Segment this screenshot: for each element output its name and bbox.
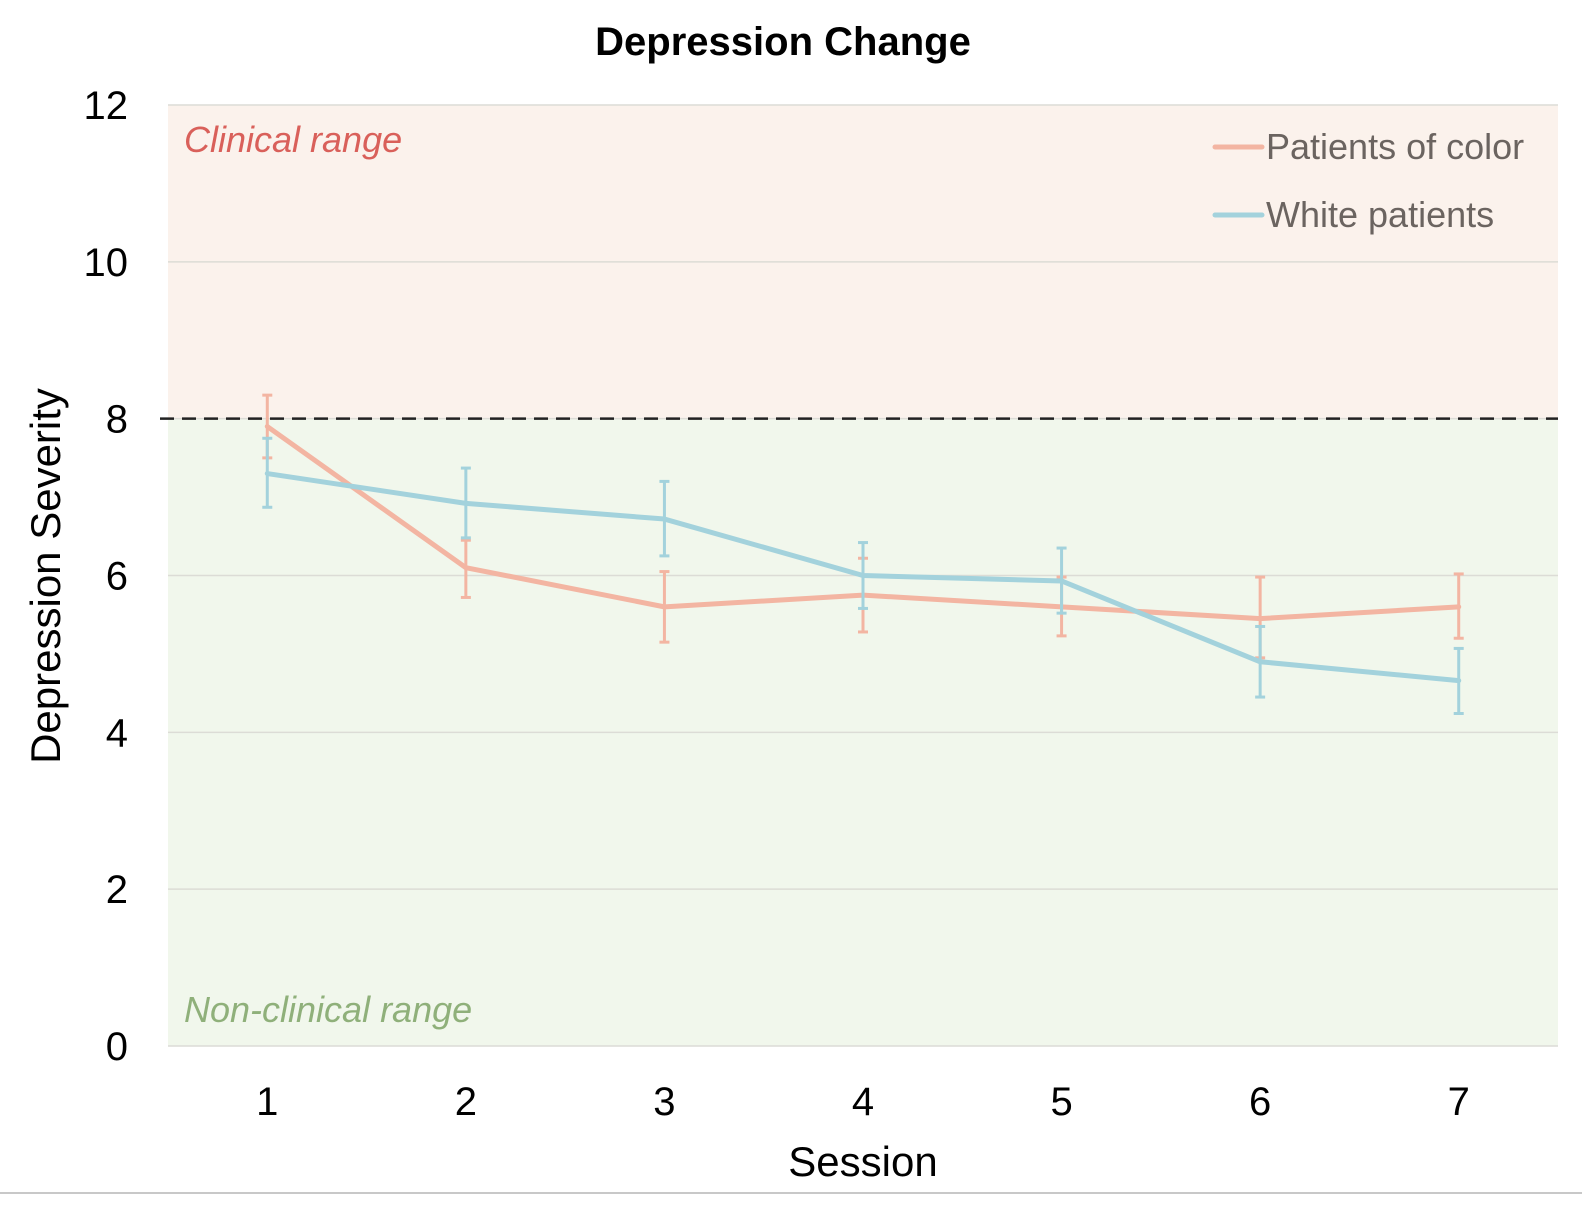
nonclinical-range-label: Non-clinical range <box>184 989 472 1030</box>
x-tick-label: 4 <box>852 1080 874 1124</box>
series-line <box>264 471 1462 684</box>
x-tick-label: 6 <box>1249 1080 1271 1124</box>
x-tick-label: 3 <box>653 1080 675 1124</box>
legend-label: Patients of color <box>1266 126 1524 167</box>
series-layer <box>262 393 1464 716</box>
x-tick-label: 1 <box>256 1080 278 1124</box>
y-axis-label: Depression Severity <box>22 388 69 764</box>
legend-label: White patients <box>1266 194 1494 235</box>
y-tick-label: 8 <box>106 398 128 442</box>
legend: Patients of color White patients <box>1212 126 1524 235</box>
x-tick-label: 5 <box>1050 1080 1072 1124</box>
x-axis-label: Session <box>788 1138 937 1185</box>
y-tick-label: 4 <box>106 711 128 755</box>
x-tick-label: 7 <box>1448 1080 1470 1124</box>
chart-title: Depression Change <box>595 20 971 64</box>
y-tick-label: 0 <box>106 1025 128 1069</box>
gridlines <box>168 104 1558 1047</box>
y-tick-label: 12 <box>84 84 129 128</box>
y-axis-ticks: 0 2 4 6 8 10 12 <box>84 84 129 1069</box>
y-tick-label: 10 <box>84 241 129 285</box>
series-2 <box>262 436 1464 716</box>
y-tick-label: 6 <box>106 555 128 599</box>
x-tick-label: 2 <box>455 1080 477 1124</box>
y-tick-label: 2 <box>106 868 128 912</box>
x-axis-ticks: 1 2 3 4 5 6 7 <box>256 1080 1470 1124</box>
clinical-range-label: Clinical range <box>184 119 402 160</box>
